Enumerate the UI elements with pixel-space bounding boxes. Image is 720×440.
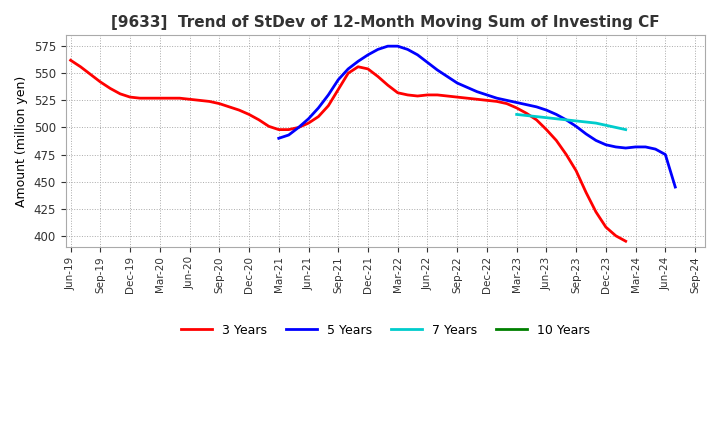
5 Years — [572, 124, 580, 129]
3 Years — [443, 93, 451, 99]
5 Years — [492, 95, 501, 101]
5 Years — [334, 77, 343, 82]
7 Years — [522, 113, 531, 118]
7 Years — [513, 112, 521, 117]
5 Years — [473, 89, 482, 94]
7 Years — [592, 121, 600, 126]
5 Years — [384, 44, 392, 49]
5 Years — [601, 142, 610, 147]
5 Years — [294, 125, 303, 130]
7 Years — [582, 119, 590, 125]
3 Years — [86, 72, 95, 77]
5 Years — [592, 138, 600, 143]
5 Years — [413, 52, 422, 58]
5 Years — [423, 60, 432, 65]
Line: 5 Years: 5 Years — [279, 46, 675, 187]
7 Years — [572, 118, 580, 124]
7 Years — [562, 117, 570, 122]
5 Years — [304, 116, 312, 121]
Title: [9633]  Trend of StDev of 12-Month Moving Sum of Investing CF: [9633] Trend of StDev of 12-Month Moving… — [111, 15, 660, 30]
5 Years — [611, 144, 620, 150]
5 Years — [513, 100, 521, 105]
3 Years — [96, 79, 104, 84]
5 Years — [522, 102, 531, 107]
Line: 7 Years: 7 Years — [517, 114, 626, 130]
5 Years — [354, 59, 362, 64]
5 Years — [463, 85, 472, 90]
5 Years — [453, 81, 462, 86]
5 Years — [562, 117, 570, 122]
5 Years — [364, 52, 372, 58]
5 Years — [542, 107, 551, 113]
5 Years — [433, 67, 441, 73]
5 Years — [642, 144, 650, 150]
5 Years — [403, 47, 412, 52]
5 Years — [503, 98, 511, 103]
5 Years — [393, 44, 402, 49]
3 Years — [453, 95, 462, 100]
5 Years — [631, 144, 640, 150]
3 Years — [215, 101, 224, 106]
5 Years — [274, 136, 283, 141]
5 Years — [374, 47, 382, 52]
5 Years — [284, 132, 293, 138]
5 Years — [314, 105, 323, 110]
5 Years — [324, 92, 333, 98]
5 Years — [482, 92, 491, 98]
5 Years — [671, 184, 680, 190]
7 Years — [542, 115, 551, 120]
5 Years — [443, 74, 451, 79]
5 Years — [344, 66, 353, 72]
7 Years — [601, 123, 610, 128]
3 Years — [304, 121, 312, 126]
7 Years — [552, 116, 561, 121]
5 Years — [532, 104, 541, 110]
3 Years — [66, 58, 75, 63]
5 Years — [661, 152, 670, 157]
5 Years — [552, 112, 561, 117]
5 Years — [651, 147, 660, 152]
3 Years — [621, 238, 630, 244]
Y-axis label: Amount (million yen): Amount (million yen) — [15, 75, 28, 207]
7 Years — [621, 127, 630, 132]
Legend: 3 Years, 5 Years, 7 Years, 10 Years: 3 Years, 5 Years, 7 Years, 10 Years — [176, 319, 595, 342]
7 Years — [611, 125, 620, 130]
5 Years — [621, 145, 630, 150]
5 Years — [582, 131, 590, 136]
7 Years — [532, 114, 541, 119]
Line: 3 Years: 3 Years — [71, 60, 626, 241]
